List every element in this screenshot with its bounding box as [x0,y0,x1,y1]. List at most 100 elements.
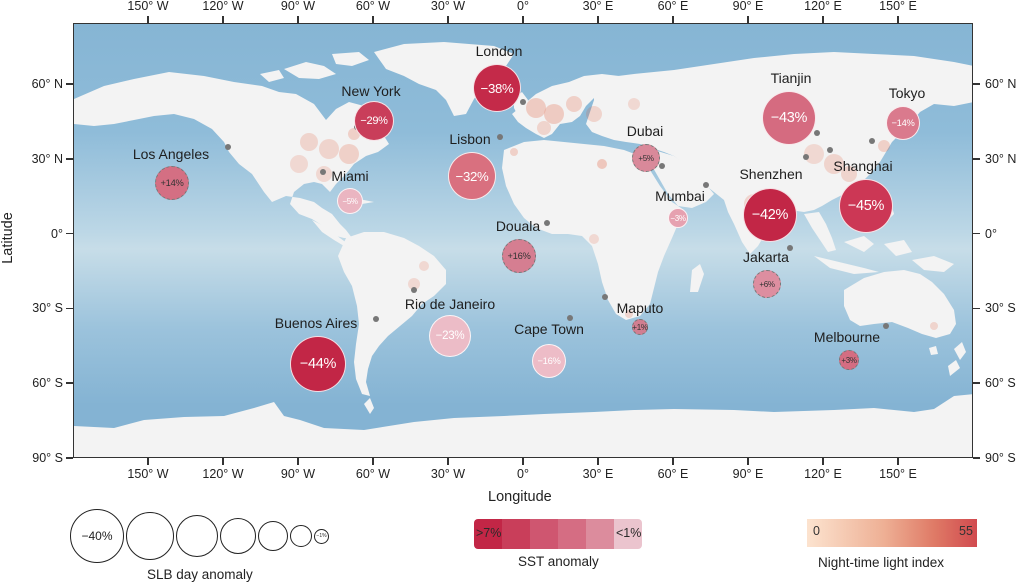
top-tick [747,16,749,23]
slb-legend-circle [290,525,312,547]
bubble-value: −43% [770,110,808,126]
bubble-value: −16% [537,356,561,366]
bottom-tick [522,458,524,465]
sst-legend-swatch [614,519,642,549]
city-name-label: Dubai [626,123,664,139]
sst-legend-title: SST anomaly [518,554,599,569]
city-anomaly-bubble: −32% [448,152,496,200]
city-name-label: Miami [331,168,369,184]
city-anomaly-bubble: −38% [473,64,521,112]
city-anomaly-bubble: −16% [532,344,566,378]
slb-legend-min-label: −1% [316,533,327,539]
slb-legend-circle: −40% [70,509,124,563]
right-tick-label: 0° [985,226,997,241]
top-tick [297,16,299,23]
city-location-dot [787,245,793,251]
bottom-tick-label: 0° [517,467,529,481]
top-tick [897,16,899,23]
bubble-value: −23% [435,330,465,342]
top-tick-label: 120° W [202,0,244,13]
city-name-label: Buenos Aires [274,315,358,331]
left-tick [66,307,73,310]
city-name-label: Jakarta [743,249,789,265]
bubble-value: −45% [847,198,885,214]
bottom-tick-label: 90° E [732,467,764,481]
bottom-tick-label: 30° W [430,467,466,481]
city-location-dot [411,287,417,293]
bottom-tick-label: 60° E [657,467,689,481]
city-location-dot [520,99,526,105]
city-anomaly-bubble: −44% [290,336,346,392]
city-location-dot [803,154,809,160]
bottom-tick-label: 60° W [355,467,391,481]
ntl-legend-min-label: 0 [813,524,820,538]
right-tick [973,382,980,384]
city-name-label: Douala [495,218,541,234]
left-tick [66,382,73,384]
city-name-label: Mumbai [655,188,705,204]
city-location-dot [814,130,820,136]
ntl-legend-max-label: 55 [959,524,973,538]
slb-legend-circle [176,515,218,557]
left-tick-label: 90° S [32,451,63,465]
left-tick-label: 30° N [31,151,63,166]
right-tick [973,158,980,160]
slb-legend-circle [220,518,256,554]
bubble-value: +16% [507,251,531,261]
right-tick-label: 60° S [985,376,1016,391]
city-name-label: Shanghai [833,158,893,174]
city-anomaly-bubble: +6% [753,270,781,298]
bottom-tick [747,458,749,465]
sst-legend-swatch [558,519,587,549]
left-tick [66,158,73,160]
city-location-dot [883,323,889,329]
bubble-value: +5% [638,153,654,163]
bottom-tick-label: 120° E [804,467,842,481]
city-location-dot [602,294,608,300]
city-name-label: Shenzhen [739,166,803,182]
sst-legend-swatch [474,519,503,549]
sst-legend-swatch [586,519,615,549]
right-tick-label: 90° S [985,451,1016,465]
right-tick-label: 60° N [985,77,1017,91]
slb-legend-circle: −1% [314,528,329,544]
top-tick [222,16,224,23]
city-location-dot [659,163,665,169]
right-tick-label: 30° N [985,151,1017,166]
city-name-label: Lisbon [449,131,491,147]
city-anomaly-bubble: +16% [502,239,536,273]
bubble-value: −29% [360,115,388,127]
right-tick-label: 30° S [985,301,1016,316]
city-anomaly-bubble: −42% [743,188,797,242]
city-name-label: Maputo [616,300,664,316]
bottom-tick-label: 120° W [202,467,244,481]
bottom-tick [672,458,674,465]
city-anomaly-bubble: −5% [337,188,363,214]
city-location-dot [497,134,503,140]
city-location-dot [225,144,231,150]
city-anomaly-bubble: +14% [155,166,189,200]
top-tick-label: 90° E [732,0,764,13]
city-location-dot [869,138,875,144]
left-tick-label: 60° N [31,77,63,91]
left-tick-label: 30° S [32,301,63,316]
city-location-dot [544,220,550,226]
left-tick [66,232,73,235]
bottom-tick [147,458,149,465]
bubble-value: +1% [632,322,648,332]
sst-legend-low-label: <1% [616,526,642,540]
right-tick [973,307,980,310]
left-tick [66,83,73,85]
sst-legend-swatch [502,519,531,549]
city-anomaly-bubble: +1% [632,319,648,335]
top-tick [147,16,149,23]
sst-anomaly-legend [474,519,642,549]
bottom-tick-label: 30° E [582,467,614,481]
slb-legend-title: SLB day anomaly [147,567,253,582]
bottom-tick [222,458,224,465]
bottom-tick [372,458,374,465]
top-tick-label: 120° E [804,0,842,13]
top-tick [522,16,524,23]
sst-legend-high-label: >7% [476,526,502,540]
left-tick-label: 60° S [32,376,63,391]
